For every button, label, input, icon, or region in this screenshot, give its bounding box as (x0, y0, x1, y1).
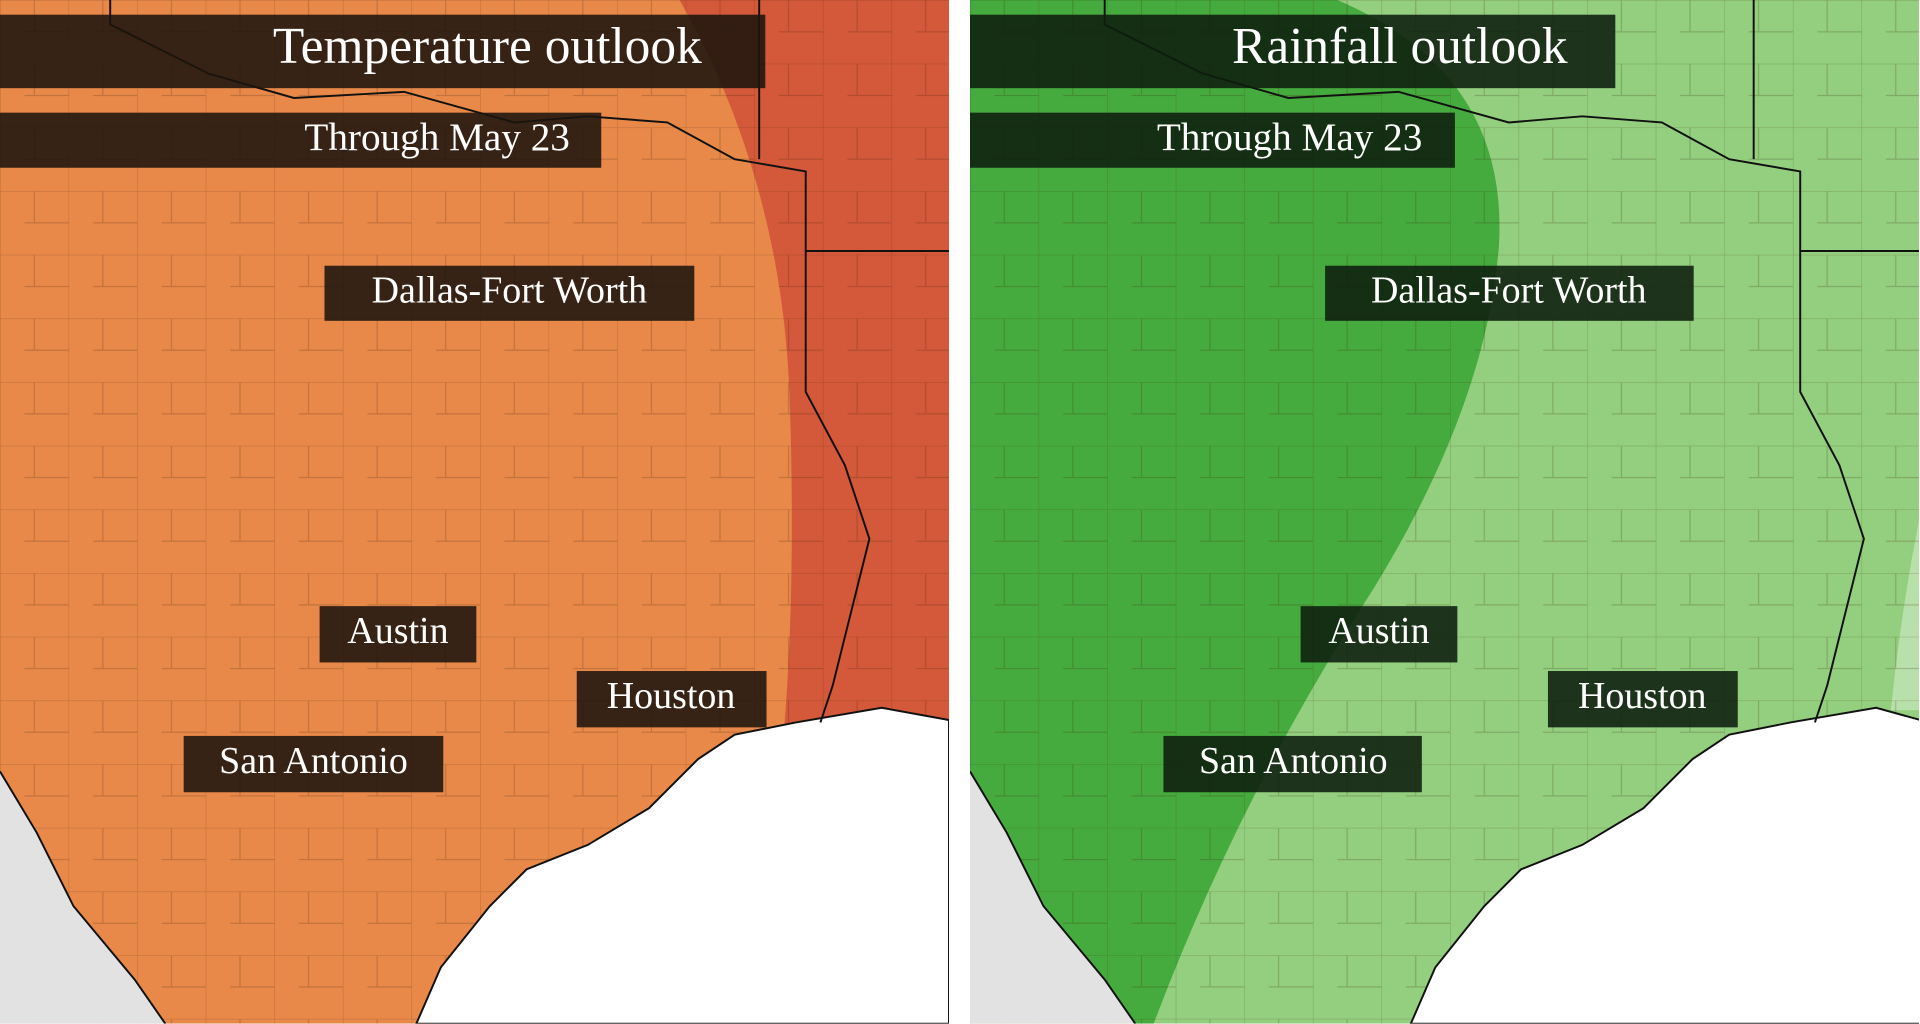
city-label: Dallas-Fort Worth (1371, 270, 1647, 312)
state-border (0, 0, 949, 1024)
city-label: Houston (1578, 675, 1707, 717)
city-box (324, 265, 695, 321)
gulf (415, 706, 949, 1024)
city-box (319, 606, 477, 663)
map-subtitle: Through May 23 (1157, 116, 1422, 159)
city-box (1163, 735, 1422, 793)
city-label: San Antonio (1199, 740, 1388, 782)
temperature-map: Temperature outlook Through May 23 Dalla… (0, 0, 949, 1024)
city-label: Austin (1328, 610, 1429, 652)
city-box (576, 671, 767, 728)
city-box (1547, 671, 1738, 728)
city-label: Dallas-Fort Worth (372, 270, 648, 312)
title-box (0, 14, 766, 89)
city-label: Austin (347, 610, 448, 652)
map-title: Rainfall outlook (1232, 18, 1568, 75)
subtitle-box (0, 112, 602, 168)
mexico (0, 771, 166, 1024)
mexico (970, 771, 1136, 1024)
map-title: Temperature outlook (273, 18, 702, 75)
title-box (970, 14, 1616, 89)
state-border (970, 0, 1919, 1024)
city-label: San Antonio (219, 740, 408, 782)
subtitle-box (970, 112, 1455, 168)
map-subtitle: Through May 23 (304, 116, 569, 159)
city-box (183, 735, 444, 793)
city-box (1325, 265, 1694, 321)
rainfall-map: Rainfall outlook Through May 23 Dallas-F… (970, 0, 1919, 1024)
gulf (1409, 706, 1919, 1024)
city-box (1300, 606, 1458, 663)
city-label: Houston (607, 675, 736, 717)
